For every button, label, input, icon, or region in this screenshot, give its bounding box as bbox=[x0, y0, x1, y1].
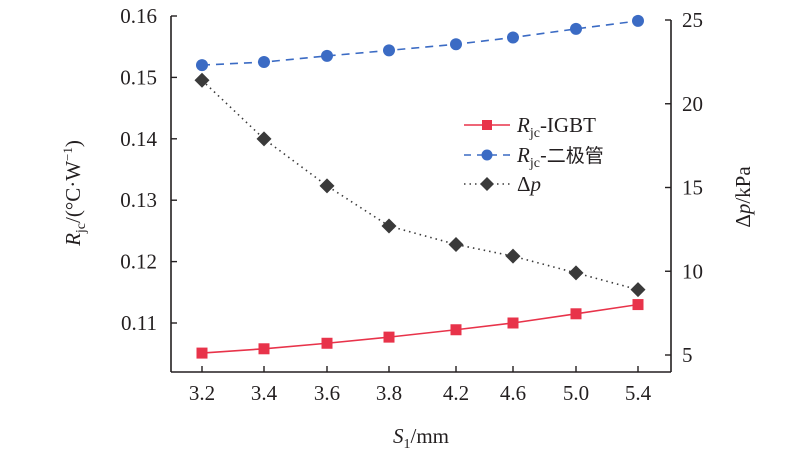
x-tick-label: 4.6 bbox=[500, 381, 526, 405]
data-point-circle bbox=[632, 14, 644, 27]
left-axis-title-close: ) bbox=[61, 140, 85, 147]
legend-label-dp-italic: p bbox=[529, 172, 542, 196]
legend-label-diode-symbol: R bbox=[516, 143, 530, 167]
x-tick-label: 3.4 bbox=[251, 381, 278, 405]
data-point-diamond bbox=[568, 265, 584, 281]
x-tick-label: 5.4 bbox=[625, 381, 652, 405]
x-tick-label: 3.6 bbox=[314, 381, 340, 405]
series-line bbox=[201, 79, 639, 291]
legend-label-igbt-subscript: jc bbox=[529, 126, 540, 141]
x-axis-title-unit: /mm bbox=[410, 424, 449, 448]
left-axis-title-subscript: jc bbox=[74, 223, 89, 234]
left-tick-label: 0.13 bbox=[120, 188, 157, 212]
data-point-diamond bbox=[194, 72, 210, 88]
right-tick-label: 15 bbox=[682, 176, 703, 200]
left-axis-title-superscript: −1 bbox=[60, 147, 75, 161]
legend: Rjc-IGBT Rjc-二极管 Δp bbox=[464, 113, 604, 196]
right-axis-title: Δp/kPa bbox=[731, 166, 755, 228]
x-tick-label: 5.0 bbox=[563, 381, 589, 405]
x-tick-label: 3.8 bbox=[376, 381, 402, 405]
right-tick-label: 5 bbox=[682, 343, 693, 367]
legend-label-diode-suffix: -二极管 bbox=[540, 145, 604, 167]
right-tick-label: 10 bbox=[682, 259, 703, 283]
left-axis-title-symbol: R bbox=[61, 233, 85, 247]
legend-label-igbt-suffix: -IGBT bbox=[540, 113, 596, 137]
x-axis-title-symbol: S bbox=[393, 424, 404, 448]
right-axis-title-unit: /kPa bbox=[731, 166, 755, 204]
data-point-diamond bbox=[505, 248, 521, 264]
x-ticks: 3.2 3.4 3.6 3.8 4.2 4.6 5.0 5.4 bbox=[189, 366, 652, 405]
left-axis-title-unit: /(°C·W bbox=[61, 161, 85, 223]
legend-label-igbt-symbol: R bbox=[516, 113, 530, 137]
right-tick-label: 25 bbox=[682, 8, 703, 32]
data-point-diamond bbox=[630, 282, 646, 298]
left-tick-label: 0.11 bbox=[121, 311, 157, 335]
data-point-circle bbox=[196, 59, 208, 72]
legend-label-igbt: Rjc-IGBT bbox=[516, 113, 596, 141]
data-point-circle bbox=[450, 38, 462, 51]
data-point-square bbox=[321, 337, 333, 349]
left-axis-title: Rjc/(°C·W−1) bbox=[60, 140, 89, 247]
data-point-circle bbox=[258, 56, 270, 69]
left-tick-label: 0.14 bbox=[120, 127, 157, 151]
data-point-square bbox=[383, 331, 395, 343]
data-point-square bbox=[632, 299, 644, 311]
left-tick-label: 0.12 bbox=[120, 250, 157, 274]
data-point-square bbox=[507, 317, 519, 329]
data-point-square bbox=[570, 308, 582, 320]
left-y-ticks: 0.16 0.15 0.14 0.13 0.12 0.11 bbox=[120, 4, 177, 335]
data-point-diamond bbox=[256, 131, 272, 147]
legend-label-diode: Rjc-二极管 bbox=[516, 143, 604, 171]
data-point-diamond bbox=[448, 236, 464, 252]
legend-label-diode-subscript: jc bbox=[529, 156, 540, 171]
x-axis-title: S1/mm bbox=[393, 424, 449, 452]
data-point-square bbox=[258, 343, 270, 355]
series-igbt bbox=[196, 299, 644, 359]
data-point-circle bbox=[507, 31, 519, 44]
series-dp bbox=[194, 72, 646, 298]
legend-item-diode: Rjc-二极管 bbox=[464, 143, 604, 171]
left-tick-label: 0.16 bbox=[120, 4, 157, 28]
data-point-circle bbox=[383, 44, 395, 57]
legend-marker-diamond-icon bbox=[480, 177, 494, 191]
data-point-diamond bbox=[381, 218, 397, 234]
data-point-square bbox=[450, 324, 462, 336]
data-point-circle bbox=[570, 22, 582, 35]
x-tick-label: 3.2 bbox=[189, 381, 215, 405]
legend-item-igbt: Rjc-IGBT bbox=[464, 113, 596, 141]
data-point-circle bbox=[321, 49, 333, 62]
right-axis-title-symbol: Δ bbox=[731, 214, 755, 228]
axes bbox=[170, 16, 672, 373]
series-diode bbox=[196, 14, 644, 72]
legend-marker-square-icon bbox=[482, 120, 492, 130]
series-line bbox=[201, 303, 639, 354]
legend-marker-circle-icon bbox=[481, 149, 493, 161]
x-axis-title-subscript: 1 bbox=[403, 437, 410, 452]
series-line bbox=[201, 20, 639, 66]
x-tick-label: 4.2 bbox=[443, 381, 469, 405]
left-tick-label: 0.15 bbox=[120, 65, 157, 89]
legend-item-dp: Δp bbox=[464, 172, 541, 196]
data-point-diamond bbox=[319, 178, 335, 194]
series-layer bbox=[194, 14, 646, 359]
right-y-ticks: 25 20 15 10 5 bbox=[665, 8, 703, 367]
right-axis-title-italic: p bbox=[731, 204, 755, 217]
right-tick-label: 20 bbox=[682, 92, 703, 116]
legend-label-dp-symbol: Δ bbox=[517, 172, 531, 196]
data-point-square bbox=[196, 347, 208, 359]
legend-label-dp: Δp bbox=[517, 172, 541, 196]
